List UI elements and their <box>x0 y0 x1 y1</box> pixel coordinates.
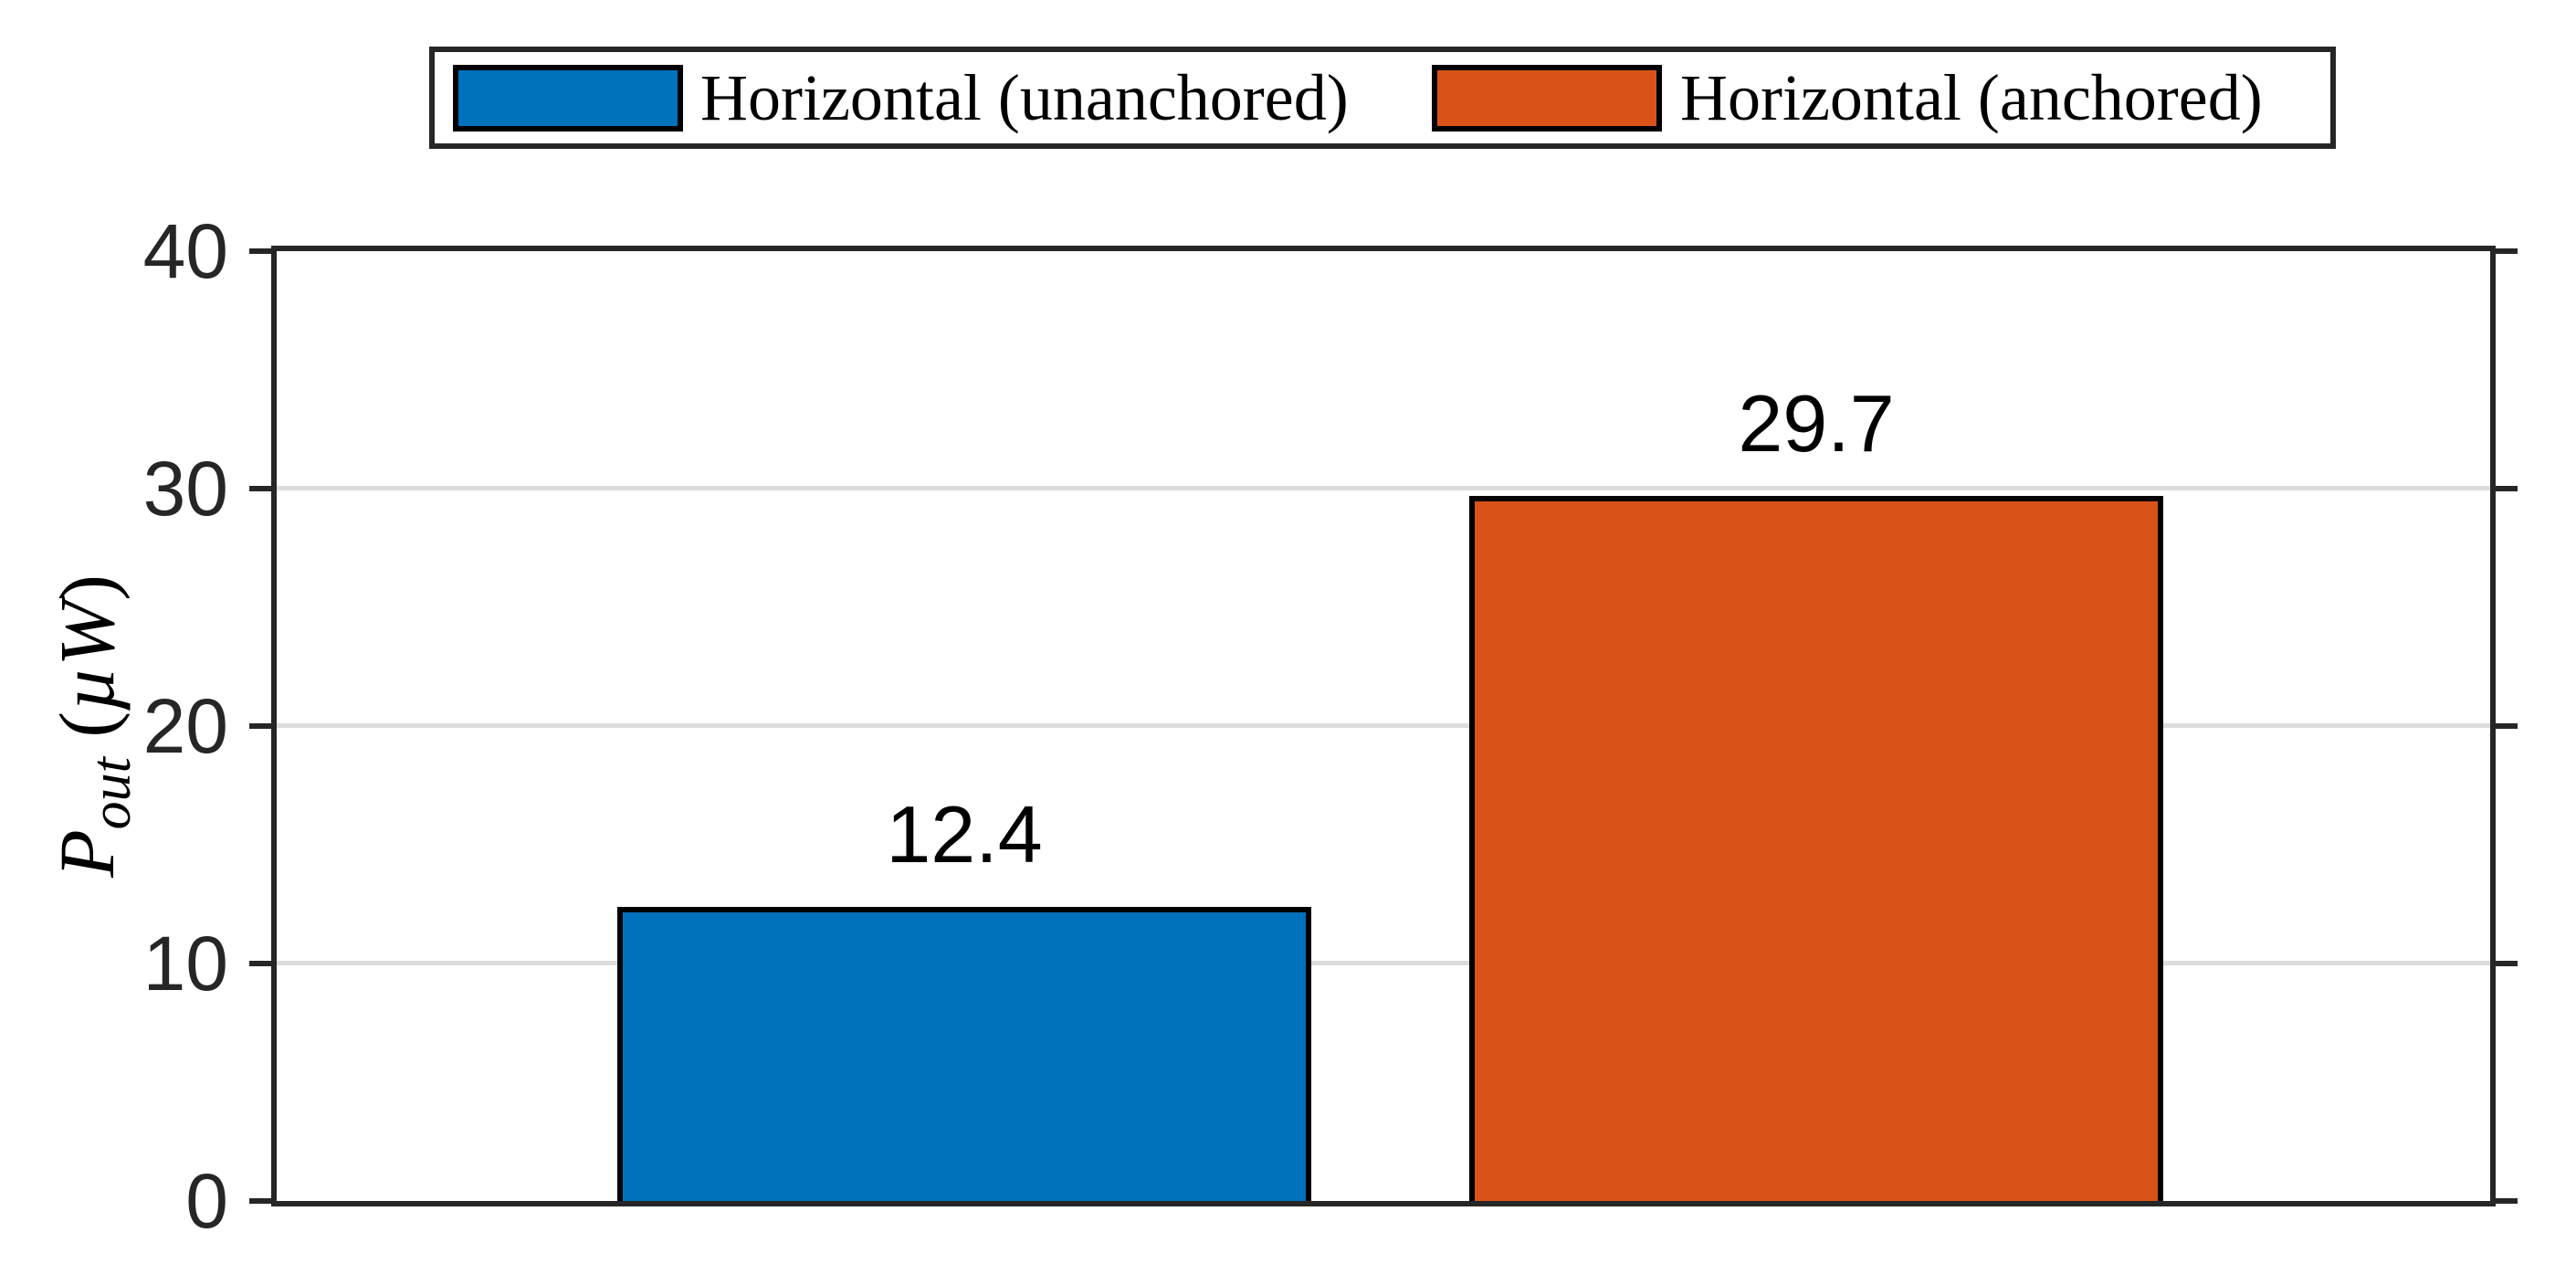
y-tick-left-0 <box>249 1198 271 1204</box>
bar-1 <box>1469 496 2163 1201</box>
y-axis-label-symbol: P <box>43 829 131 878</box>
y-tick-right-0 <box>2496 1198 2518 1204</box>
y-axis-label-unit: W <box>43 600 131 667</box>
y-tick-left-20 <box>249 723 271 729</box>
y-tick-right-30 <box>2496 486 2518 491</box>
bar-value-label-0: 12.4 <box>886 789 1043 880</box>
y-tick-label-30: 30 <box>142 446 228 532</box>
gridline-y-10 <box>277 961 2490 965</box>
plot-area: 12.4 29.7 <box>249 246 2518 1206</box>
gridline-y-20 <box>277 723 2490 728</box>
y-tick-right-20 <box>2496 723 2518 729</box>
legend-label-anchored: Horizontal (anchored) <box>1680 60 2263 134</box>
y-tick-label-0: 0 <box>185 1158 228 1244</box>
y-tick-label-10: 10 <box>142 921 228 1006</box>
bar-0 <box>617 907 1311 1201</box>
bar-value-label-1: 29.7 <box>1738 378 1895 469</box>
y-tick-right-10 <box>2496 961 2518 966</box>
y-tick-label-20: 20 <box>142 683 228 769</box>
legend-swatch-unanchored <box>453 65 683 132</box>
y-tick-left-30 <box>249 486 271 491</box>
y-axis-label-paren-close: ) <box>43 574 131 601</box>
legend: Horizontal (unanchored) Horizontal (anch… <box>429 47 2336 149</box>
legend-label-unanchored: Horizontal (unanchored) <box>700 60 1349 134</box>
legend-swatch-anchored <box>1432 65 1662 132</box>
y-tick-left-40 <box>249 248 271 254</box>
y-tick-right-40 <box>2496 248 2518 254</box>
y-tick-label-40: 40 <box>142 208 228 294</box>
gridline-y-30 <box>277 486 2490 490</box>
y-tick-left-10 <box>249 961 271 966</box>
